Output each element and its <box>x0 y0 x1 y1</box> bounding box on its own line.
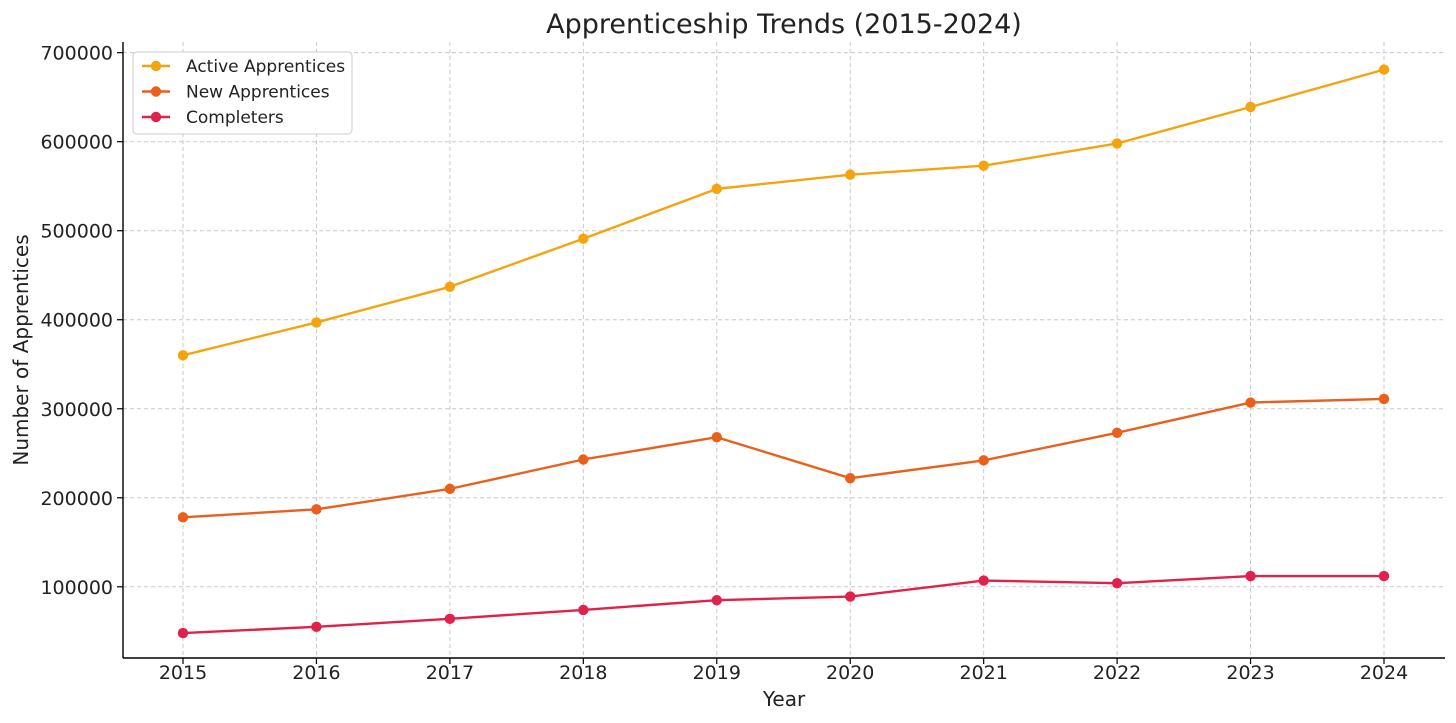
data-point-new-apprentices <box>1245 397 1256 408</box>
legend-marker-active-apprentices <box>150 60 162 72</box>
data-point-completers <box>578 604 589 616</box>
data-point-completers <box>1111 578 1123 589</box>
series-line-completers <box>181 574 1386 635</box>
x-tick-label: 2024 <box>1360 662 1408 684</box>
data-point-new-apprentices <box>711 432 722 443</box>
data-point-active-apprentices <box>311 317 322 328</box>
series-line-new-apprentices <box>181 397 1386 519</box>
x-tick-label: 2020 <box>826 662 874 684</box>
data-point-new-apprentices <box>311 504 322 515</box>
legend-marker-completers <box>150 111 162 123</box>
legend-label-new-apprentices: New Apprentices <box>186 83 330 103</box>
y-tick-label: 300000 <box>40 399 113 421</box>
legend-marker-new-apprentices <box>150 86 162 97</box>
legend-label-active-apprentices: Active Apprentices <box>186 57 345 77</box>
y-tick-label: 100000 <box>40 577 113 599</box>
data-point-active-apprentices <box>1245 101 1256 113</box>
x-tick-label: 2016 <box>292 662 340 684</box>
data-point-active-apprentices <box>444 281 456 292</box>
data-point-active-apprentices <box>711 183 722 195</box>
data-point-active-apprentices <box>1111 138 1123 149</box>
data-point-active-apprentices <box>578 233 589 244</box>
data-point-new-apprentices <box>578 454 589 465</box>
data-point-completers <box>444 613 456 625</box>
y-tick-label: 700000 <box>40 43 113 65</box>
x-tick-label: 2017 <box>426 662 474 684</box>
x-tick-label: 2023 <box>1226 662 1274 684</box>
data-point-completers <box>845 591 856 602</box>
data-point-completers <box>1378 570 1390 582</box>
data-point-new-apprentices <box>177 512 189 523</box>
y-tick-label: 500000 <box>40 221 113 243</box>
legend: Active Apprentices New Apprentices Complet… <box>132 51 353 135</box>
x-axis-title: Year <box>762 687 806 711</box>
y-tick-label: 400000 <box>40 310 113 332</box>
legend-label-completers: Completers <box>186 108 284 128</box>
x-tick-label: 2021 <box>959 662 1007 684</box>
y-tick-label: 200000 <box>40 488 113 510</box>
data-point-completers <box>711 594 722 606</box>
data-point-active-apprentices <box>1378 64 1390 75</box>
x-tick-label: 2018 <box>559 662 607 684</box>
y-axis-title: Number of Apprentices <box>9 234 33 465</box>
x-tick-label: 2015 <box>159 662 207 684</box>
data-point-completers <box>311 621 322 633</box>
x-tick-label: 2022 <box>1093 662 1141 684</box>
x-tick-label: 2019 <box>693 662 741 684</box>
data-point-completers <box>978 575 989 586</box>
series-line-active-apprentices <box>181 68 1386 357</box>
data-point-new-apprentices <box>845 472 856 484</box>
y-axis-ticks: 100000 200000 300000 400000 500000 600000 7000… <box>40 43 123 599</box>
data-point-active-apprentices <box>845 169 856 180</box>
series-layer <box>177 64 1390 639</box>
data-point-active-apprentices <box>978 160 989 171</box>
gridlines <box>123 42 1445 658</box>
data-point-new-apprentices <box>1111 427 1123 438</box>
data-point-new-apprentices <box>444 483 456 495</box>
data-point-new-apprentices <box>978 455 989 466</box>
data-point-completers <box>177 627 189 639</box>
chart-title: Apprenticeship Trends (2015-2024) <box>546 9 1022 40</box>
x-axis-ticks: 2015 2016 2017 2018 2019 2020 2021 2022 2023 2024 <box>159 658 1408 684</box>
legend-frame <box>132 51 353 135</box>
data-point-completers <box>1245 570 1256 582</box>
data-point-new-apprentices <box>1378 393 1390 405</box>
y-tick-label: 600000 <box>40 132 113 154</box>
data-point-active-apprentices <box>177 350 189 361</box>
